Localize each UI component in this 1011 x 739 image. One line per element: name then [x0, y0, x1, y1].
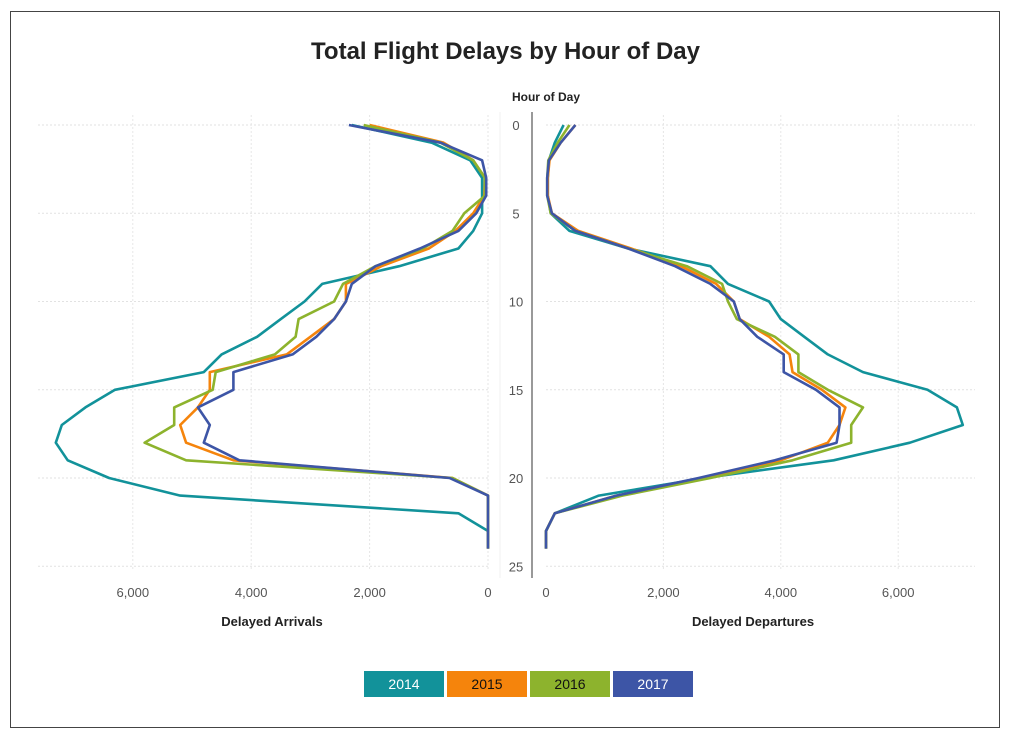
- left-x-tick-label: 2,000: [353, 585, 386, 600]
- legend-item-2016[interactable]: 2016: [530, 671, 610, 697]
- hour-tick-label: 10: [509, 295, 523, 310]
- hour-tick-label: 25: [509, 559, 523, 574]
- legend: 2014 2015 2016 2017: [364, 671, 696, 697]
- hour-tick-label: 0: [512, 118, 519, 133]
- arrivals-line-2015: [178, 123, 490, 549]
- right-x-tick-label: 0: [542, 585, 549, 600]
- chart-title: Total Flight Delays by Hour of Day: [311, 38, 700, 65]
- legend-item-2014[interactable]: 2014: [364, 671, 444, 697]
- departures-line-2014: [544, 124, 965, 549]
- series-lines: [54, 123, 965, 549]
- axes: 0 5 10 15 20 25 6,000 4,000 2,000 0 0 2,000 4,000 6,0…: [117, 112, 915, 600]
- gridlines: [38, 115, 975, 570]
- right-x-tick-label: 6,000: [882, 585, 915, 600]
- left-x-tick-label: 0: [484, 585, 491, 600]
- left-x-tick-label: 4,000: [235, 585, 268, 600]
- hour-tick-label: 15: [509, 383, 523, 398]
- legend-item-2017[interactable]: 2017: [613, 671, 693, 697]
- left-x-tick-label: 6,000: [117, 585, 150, 600]
- departures-line-2017: [544, 124, 841, 549]
- right-x-tick-label: 4,000: [765, 585, 798, 600]
- arrivals-line-2017: [196, 123, 490, 549]
- legend-item-2015[interactable]: 2015: [447, 671, 527, 697]
- right-x-tick-label: 2,000: [647, 585, 680, 600]
- chart-frame: [10, 11, 1000, 728]
- left-x-axis-label: Delayed Arrivals: [221, 614, 322, 629]
- arrivals-line-2014: [54, 123, 490, 549]
- right-x-axis-label: Delayed Departures: [692, 614, 814, 629]
- departures-line-2016: [544, 124, 865, 549]
- departures-line-2015: [544, 124, 847, 549]
- hour-tick-label: 20: [509, 471, 523, 486]
- hour-axis-label: Hour of Day: [512, 90, 580, 104]
- hour-tick-label: 5: [512, 206, 519, 221]
